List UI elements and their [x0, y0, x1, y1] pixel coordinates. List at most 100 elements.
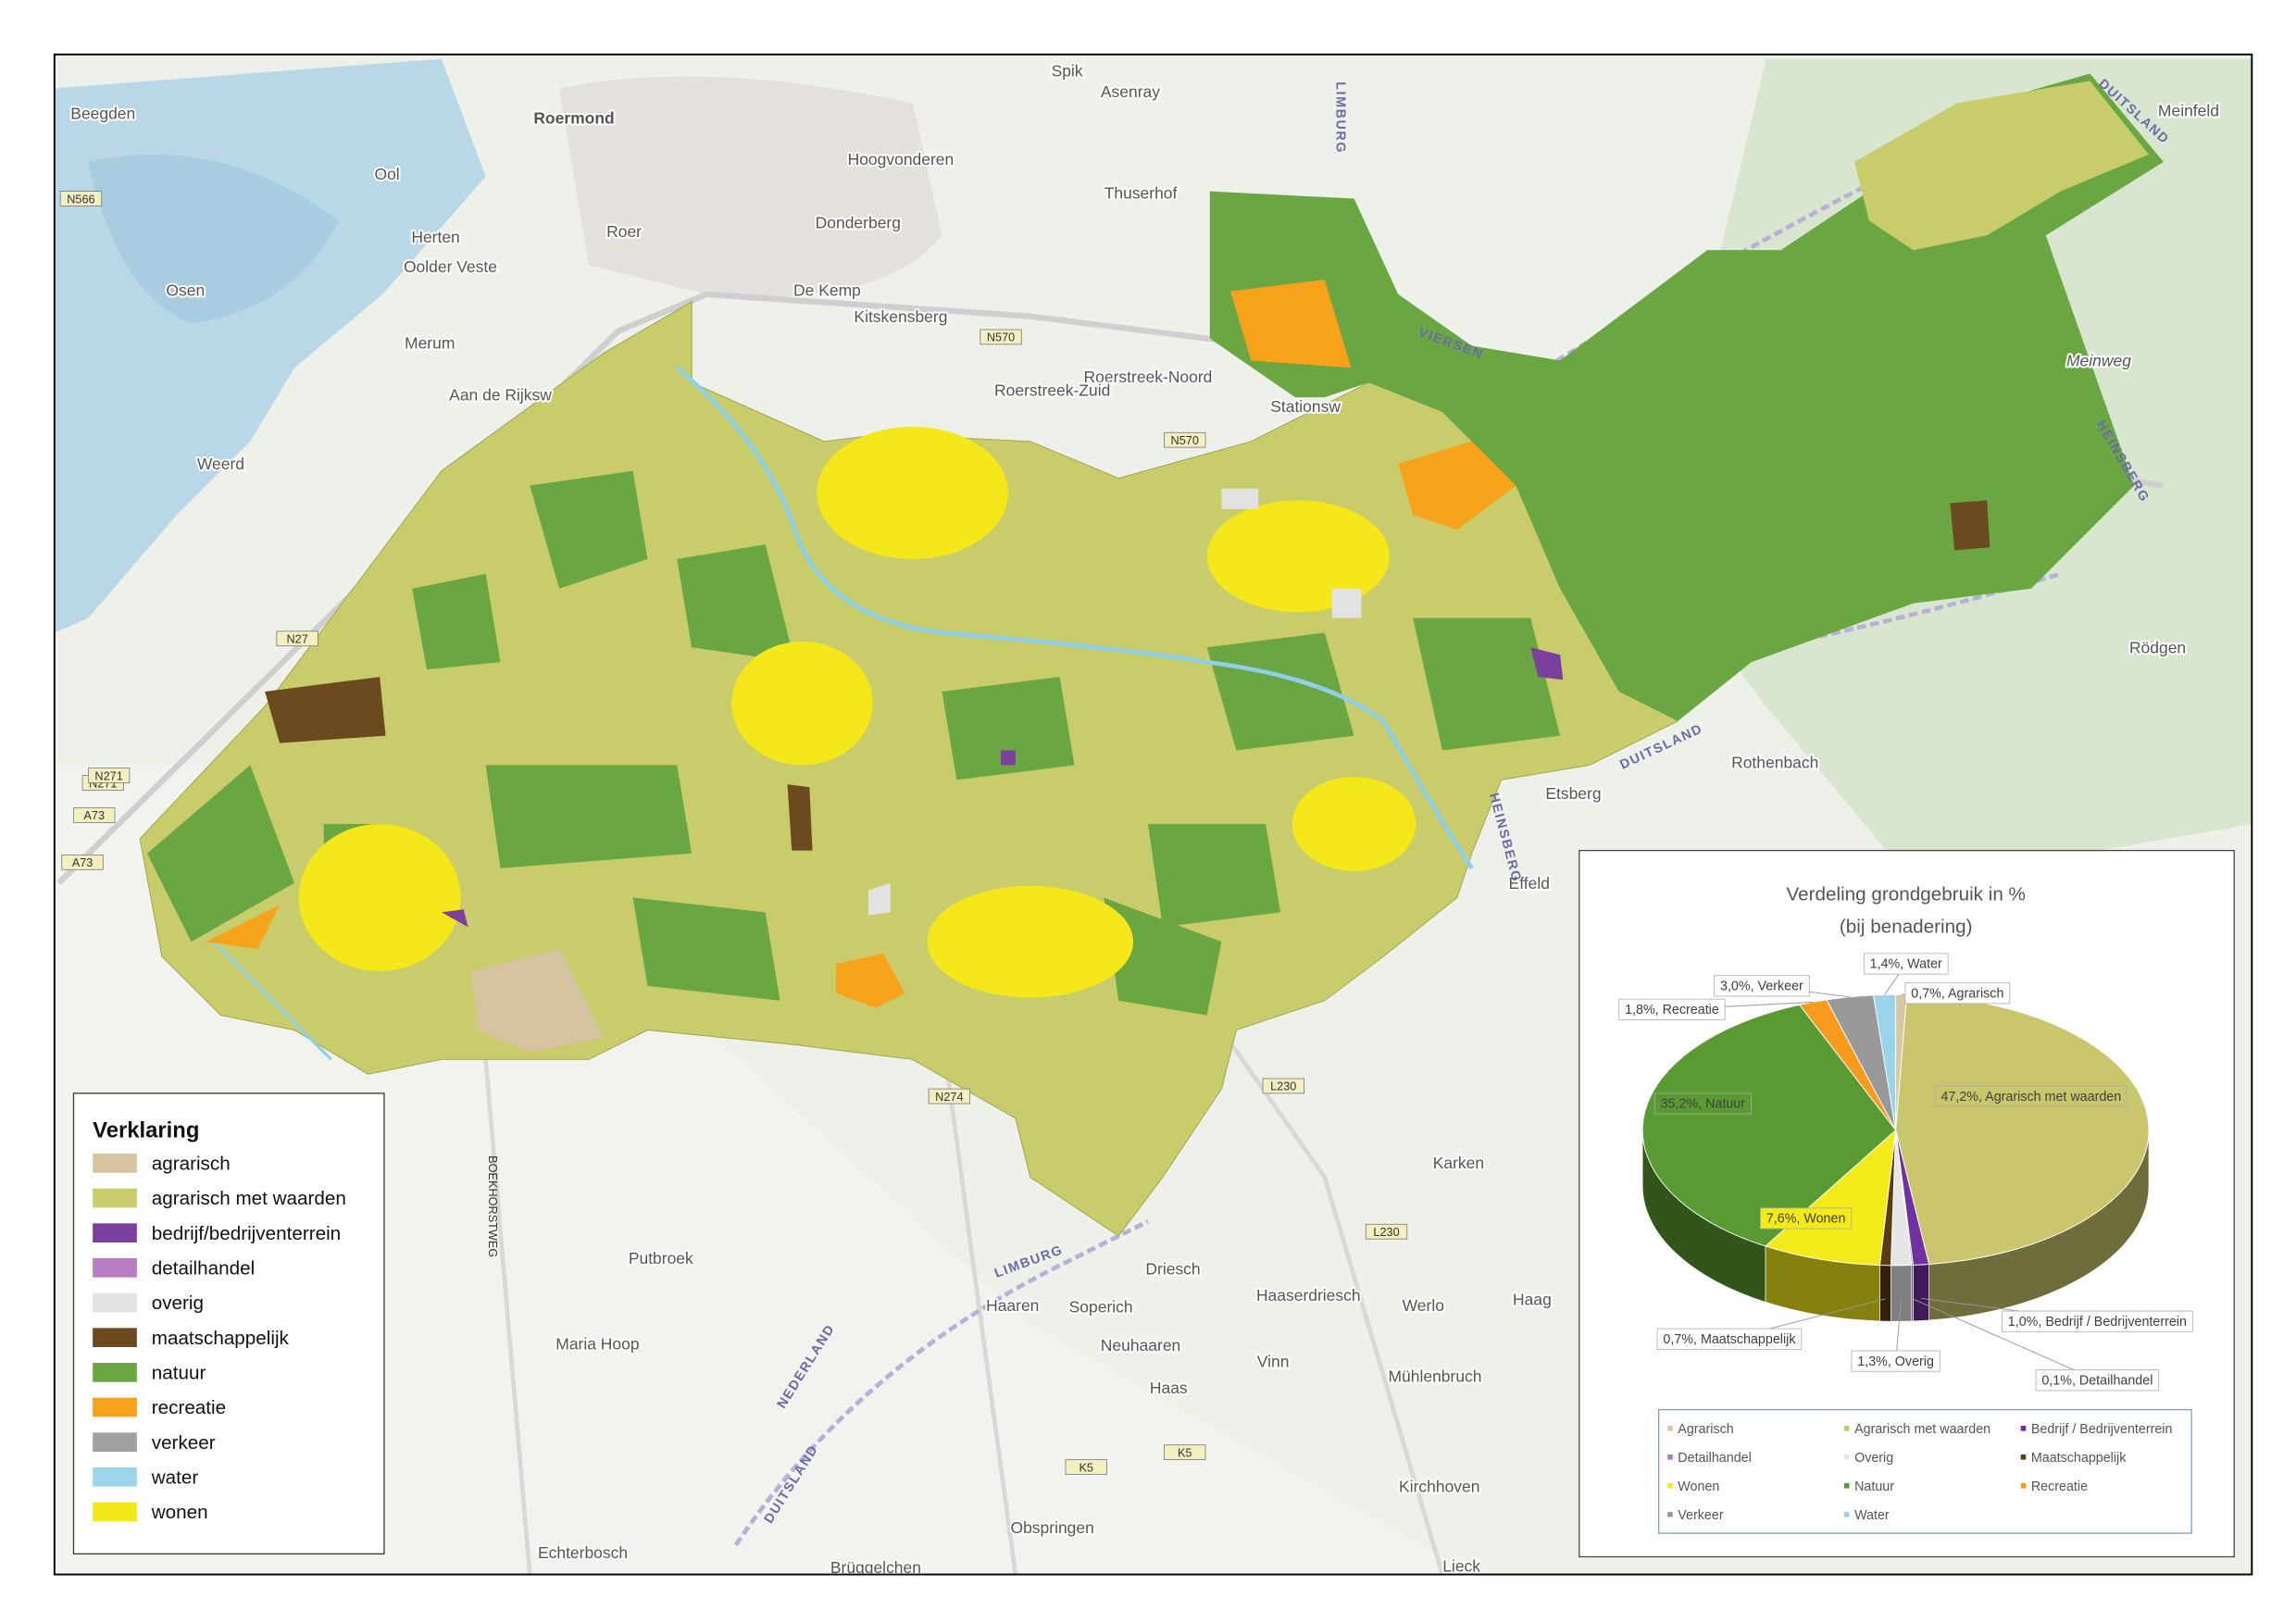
place-label: Putbroek: [629, 1249, 693, 1267]
chart-legend-label: Bedrijf / Bedrijventerrein: [2031, 1422, 2173, 1437]
legend-title: Verklaring: [93, 1118, 199, 1143]
border-label: LIMBURG: [1332, 81, 1347, 154]
place-label: Kirchhoven: [1399, 1478, 1479, 1496]
chart-legend-marker: [1667, 1426, 1673, 1431]
data-label-box: [2035, 1369, 2160, 1392]
place-label: Roerstreek-Zuid: [994, 381, 1110, 400]
road-label: N570: [1171, 433, 1199, 447]
pie: 0,7%, Agrarisch 47,2%, Agrarisch met waar…: [1618, 953, 2193, 1392]
place-label: Herten: [411, 228, 459, 246]
place-label: Roermond: [533, 109, 614, 128]
frame: [53, 53, 2253, 1576]
road-shield: [73, 807, 116, 823]
road-shield: [980, 329, 1022, 345]
place-label: Ool: [375, 165, 400, 183]
chart-legend-label: Detailhandel: [1678, 1451, 1752, 1466]
place-label: Roer: [606, 222, 642, 241]
legend-swatch: [93, 1502, 137, 1522]
legend-label: water: [151, 1467, 199, 1488]
data-label-box: [1760, 1207, 1853, 1230]
place-label: Haag: [1513, 1291, 1552, 1309]
place-label: Mühlenbruch: [1388, 1367, 1481, 1385]
chart-legend-marker: [1667, 1512, 1673, 1517]
road-label: N27: [286, 632, 307, 646]
place-label: Effeld: [1509, 874, 1550, 893]
place-label: Spik: [1052, 62, 1083, 81]
lake: [88, 154, 339, 324]
road-label: K5: [1079, 1460, 1093, 1474]
wonen-areas: [298, 426, 1416, 998]
chart-legend-label: Natuur: [1854, 1479, 1894, 1494]
road-shield: [1164, 431, 1206, 448]
data-label: 7,6%, Wonen: [1766, 1212, 1846, 1227]
place-label: Donderberg: [816, 213, 901, 231]
leader-line: [1912, 1298, 2098, 1381]
legend-swatch: [93, 1467, 137, 1487]
place-label: Osen: [166, 281, 205, 299]
data-label: 47,2%, Agrarisch met waarden: [1940, 1090, 2121, 1105]
place-label: Beegden: [70, 105, 135, 123]
road-label: BOEKHORSTWEG: [486, 1155, 500, 1257]
data-label-box: [1904, 982, 2011, 1005]
chart-legend-marker: [1843, 1512, 1850, 1517]
place-label: Merum: [405, 334, 455, 353]
legend-swatch: [93, 1397, 137, 1417]
road-label: N271: [94, 768, 122, 782]
legend-swatch: [93, 1223, 137, 1243]
data-label: 1,8%, Recreatie: [1625, 1003, 1719, 1017]
recreatie-area: [206, 905, 281, 950]
chart-legend-box: [1658, 1408, 2192, 1534]
legend-swatch: [93, 1258, 137, 1278]
place-label: Asenray: [1101, 82, 1160, 101]
place-label: Rothenbach: [1731, 754, 1818, 772]
road-shield: [59, 191, 103, 206]
chart-legend-label: Water: [1854, 1508, 1890, 1523]
recreatie-area: [835, 953, 905, 1008]
data-label: 0,7%, Maatschappelijk: [1663, 1332, 1796, 1347]
maatschappelijk-area: [265, 677, 386, 743]
chart-legend-label: Overig: [1854, 1451, 1893, 1466]
chart-legend-marker: [2020, 1483, 2027, 1489]
road-shield: [1365, 1223, 1408, 1240]
data-label-box: [1618, 998, 1726, 1020]
legend-label: verkeer: [152, 1432, 216, 1454]
place-label: Haas: [1150, 1379, 1188, 1397]
chart-legend-marker: [2020, 1426, 2027, 1431]
chart-subtitle: (bij benadering): [1840, 917, 1973, 938]
chart-legend-marker: [1843, 1454, 1850, 1460]
place-label: Werlo: [1403, 1296, 1444, 1315]
road-label: L230: [1270, 1080, 1296, 1093]
road-label: N566: [67, 192, 94, 206]
road-shield: [1164, 1444, 1206, 1460]
legend-items: agrarisch agrarisch met waarden bedrijf/be…: [93, 1153, 346, 1523]
chart-legend-label: Verkeer: [1678, 1508, 1724, 1523]
chart-legend-label: Agrarisch: [1678, 1422, 1733, 1437]
legend-label: maatschappelijk: [152, 1328, 290, 1349]
basemap: Roermond Beegden Spik Asenray Hoogvonderen Oo…: [54, 54, 2252, 1577]
place-label: Neuhaaren: [1101, 1336, 1180, 1355]
legend-label: bedrijf/bedrijventerrein: [152, 1223, 341, 1244]
pie-slice: [1873, 993, 1897, 1130]
maatschappelijk-area: [1950, 500, 1990, 551]
data-label-box: [1934, 1085, 2128, 1107]
legend-swatch: [93, 1363, 137, 1382]
chart-title: Verdeling grondgebruik in %: [1787, 884, 2026, 905]
legend-label: recreatie: [152, 1397, 226, 1418]
pie-slice-side: [1879, 1265, 1891, 1322]
pie-slice: [1895, 994, 2150, 1266]
legend-label: wonen: [151, 1502, 208, 1523]
legend-swatch: [93, 1292, 137, 1313]
urban-area: [559, 76, 942, 297]
road-label: L230: [1373, 1225, 1399, 1239]
place-label: Hoogvonderen: [848, 150, 955, 169]
legend-label: detailhandel: [152, 1257, 255, 1279]
place-label: Driesch: [1145, 1259, 1200, 1278]
chart-legend-marker: [1843, 1426, 1850, 1431]
road-label: N274: [935, 1090, 963, 1104]
place-label: Brüggelchen: [830, 1558, 921, 1577]
road-shield: [61, 854, 104, 870]
data-label: 1,3%, Overig: [1857, 1355, 1934, 1369]
place-label: Stationsw: [1270, 397, 1341, 416]
place-label: Maria Hoop: [555, 1334, 639, 1353]
